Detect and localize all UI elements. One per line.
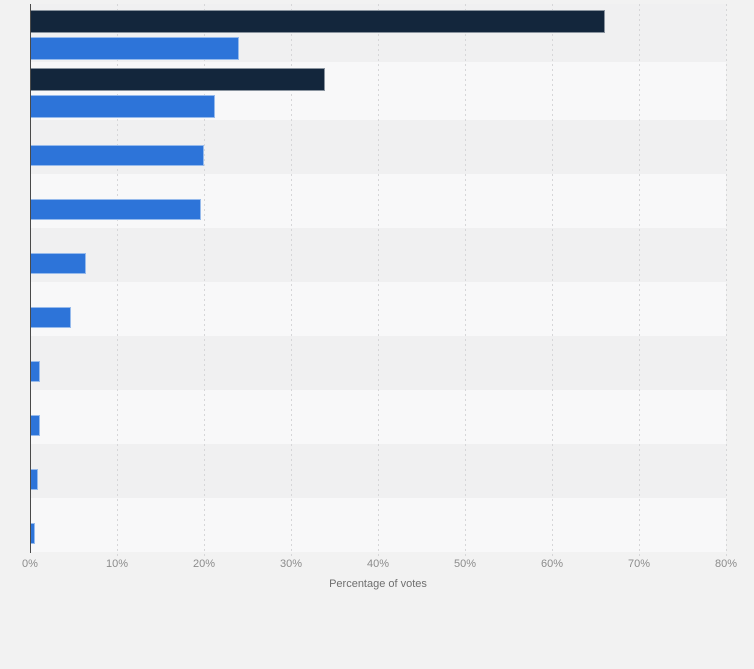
x-axis-tick-label: 0% bbox=[22, 558, 38, 570]
bar[interactable] bbox=[30, 68, 325, 91]
bar[interactable] bbox=[30, 307, 71, 328]
x-axis-tick-label: 50% bbox=[453, 558, 477, 570]
x-axis-tick-label: 10% bbox=[105, 558, 129, 570]
gridline bbox=[377, 4, 379, 557]
gridline bbox=[464, 4, 466, 557]
y-axis-line bbox=[30, 4, 31, 553]
bar[interactable] bbox=[30, 199, 201, 220]
x-axis-tick-label: 70% bbox=[627, 558, 651, 570]
bar[interactable] bbox=[30, 37, 239, 60]
x-axis-tick-label: 80% bbox=[714, 558, 738, 570]
bar[interactable] bbox=[30, 95, 216, 118]
gridline bbox=[203, 4, 205, 557]
bar[interactable] bbox=[30, 145, 204, 166]
bar[interactable] bbox=[30, 415, 40, 436]
bar[interactable] bbox=[30, 10, 606, 33]
x-axis-title: Percentage of votes bbox=[329, 578, 427, 590]
gridline bbox=[725, 4, 727, 557]
gridline bbox=[551, 4, 553, 557]
x-axis-tick-label: 40% bbox=[366, 558, 390, 570]
gridline bbox=[290, 4, 292, 557]
x-axis-tick-label: 60% bbox=[540, 558, 564, 570]
bar[interactable] bbox=[30, 253, 86, 274]
gridline bbox=[116, 4, 118, 557]
plot-area bbox=[30, 4, 727, 557]
x-axis-tick-label: 30% bbox=[279, 558, 303, 570]
gridline bbox=[638, 4, 640, 557]
bar[interactable] bbox=[30, 469, 38, 490]
bar[interactable] bbox=[30, 361, 41, 382]
x-axis-tick-label: 20% bbox=[192, 558, 216, 570]
